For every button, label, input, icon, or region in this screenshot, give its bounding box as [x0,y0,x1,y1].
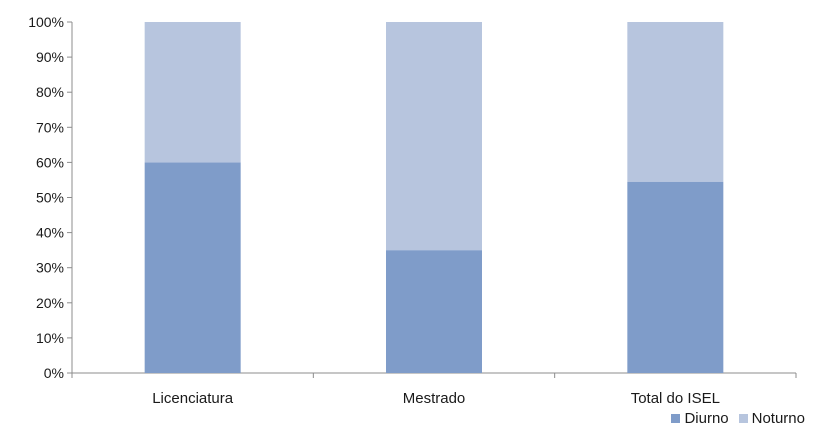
y-tick-label: 0% [44,365,64,381]
legend-item-noturno: Noturno [738,410,805,427]
legend-item-diurno: Diurno [671,410,729,427]
legend-swatch-diurno [671,414,681,423]
y-tick-label: 60% [36,154,64,170]
y-tick-label: 70% [36,119,64,135]
x-axis: Licenciatura Mestrado Total do ISEL [71,372,797,407]
y-tick-label: 40% [36,225,64,241]
legend-label-diurno: Diurno [684,410,729,427]
y-tick-label: 90% [36,49,64,65]
bar-noturno-1 [144,22,241,163]
bars [144,22,724,373]
x-tick-label: Mestrado [403,390,466,407]
x-tick-label: Licenciatura [152,390,234,407]
legend: Diurno Noturno [671,410,805,427]
bar-diurno-1 [144,162,241,373]
bar-noturno-2 [386,22,482,251]
y-axis: 0% 10% 20% 30% 40% 50% 60% 70% 80% 90% 100% [28,14,73,381]
bar-diurno-2 [386,250,482,373]
y-tick-label: 50% [36,190,64,206]
bar-noturno-3 [627,22,724,182]
bar-diurno-3 [627,181,724,373]
legend-swatch-noturno [738,414,748,423]
y-tick-label: 20% [36,295,64,311]
legend-label-noturno: Noturno [751,410,805,427]
x-tick-label: Total do ISEL [631,390,720,407]
y-tick-label: 30% [36,260,64,276]
y-tick-label: 100% [28,14,64,30]
y-tick-label: 10% [36,330,64,346]
y-tick-label: 80% [36,84,64,100]
